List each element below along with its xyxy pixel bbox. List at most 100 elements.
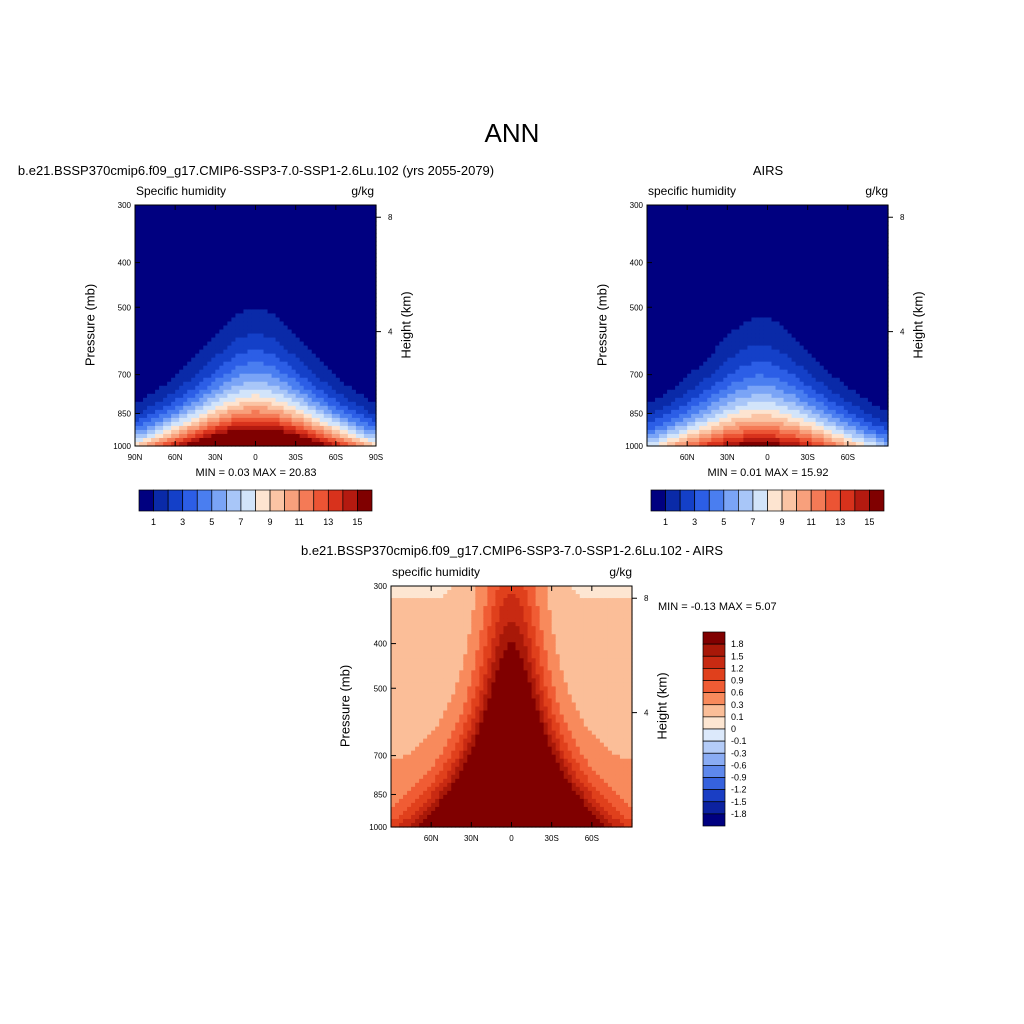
panel-2-colorbar-box [810, 489, 827, 512]
panel-3-colorbar-box [702, 752, 726, 766]
panel-2-xtick-label: 30N [720, 453, 735, 462]
panel-3-units-label: g/kg [609, 565, 632, 579]
panel-1-colorbar-box [138, 489, 154, 512]
panel-3-colorbar-box [702, 801, 726, 815]
panel-3-colorbar-label: -1.8 [731, 809, 747, 819]
panel-2-colorbar-label: 15 [864, 517, 874, 527]
panel-3-colorbar-box [702, 813, 726, 827]
panel-3-xtick-label: 60S [585, 834, 599, 843]
panel-2-colorbar-box [650, 489, 666, 512]
panel-3-colorbar-box [702, 668, 726, 681]
panel-1-colorbar-label: 11 [295, 517, 304, 527]
panel-3-ytick-label: 400 [374, 640, 388, 649]
panel-2-xtick-label: 0 [765, 453, 770, 462]
panel-1-xtick-label: 30S [289, 453, 303, 462]
panel-2-ytick-label: 500 [630, 303, 644, 312]
panel-1-colorbar-label: 3 [180, 517, 185, 527]
panel-1-ytick-label: 850 [118, 409, 132, 418]
panel-2-height-tick-label: 8 [900, 213, 905, 222]
panel-2-colorbar-box [723, 489, 739, 512]
panel-2-height-tick-label: 4 [900, 328, 905, 337]
panel-2-colorbar-label: 11 [807, 517, 816, 527]
panel-1-colorbar-box [342, 489, 358, 512]
panel-1-ytick-label: 300 [118, 201, 132, 210]
panel-1-colorbar-box [269, 489, 285, 512]
panel-3-colorbar-label: 1.2 [731, 663, 744, 673]
panel-2-colorbar-box [839, 489, 856, 512]
panel-1-xtick-label: 60S [329, 453, 343, 462]
panel-2-colorbar-label: 5 [721, 517, 726, 527]
panel-1-colorbar-box [298, 489, 315, 512]
panel-1-colorbar-box [357, 489, 373, 512]
panel-3-height-tick-label: 8 [644, 594, 649, 603]
panel-3-colorbar-label: -0.1 [731, 736, 747, 746]
panel-3-colorbar-label: -1.2 [731, 785, 747, 795]
panel-3-colorbar-label: 0.9 [731, 676, 744, 686]
panel-2-colorbar-label: 9 [780, 517, 785, 527]
panel-1-ytick-label: 1000 [113, 442, 131, 451]
panel-3-xtick-label: 60N [424, 834, 439, 843]
panel-1-colorbar-label: 7 [238, 517, 243, 527]
panel-3-colorbar-box [702, 728, 726, 742]
panel-1-colorbar-label: 1 [151, 517, 156, 527]
panel-1-title: b.e21.BSSP370cmip6.f09_g17.CMIP6-SSP3-7.… [17, 163, 495, 178]
panel-1-colorbar-box [153, 489, 169, 512]
panel-2-colorbar-label: 13 [835, 517, 845, 527]
panel-2-ytick-label: 1000 [625, 442, 643, 451]
panel-1-colorbar-box [226, 489, 242, 512]
panel-3-colorbar-box [702, 692, 726, 706]
panel-3-colorbar-label: 0.6 [731, 688, 744, 698]
panel-1-colorbar-box [167, 489, 184, 512]
panel-2-colorbar-box [738, 489, 754, 512]
panel-1-xtick-label: 30N [208, 453, 223, 462]
panel-3-height-tick-label: 4 [644, 709, 649, 718]
panel-3-colorbar-label: 0.1 [731, 712, 744, 722]
panel-1-colorbar-box [327, 489, 344, 512]
panel-1-xtick-label: 60N [168, 453, 183, 462]
panel-3-colorbar-box [702, 777, 726, 790]
panel-1-colorbar-label: 13 [323, 517, 333, 527]
panel-1-xtick-label: 90N [128, 453, 143, 462]
panel-3-colorbar-box [702, 655, 726, 669]
panel-2-ytick-label: 700 [630, 371, 644, 380]
panel-3-xtick-label: 30S [545, 834, 559, 843]
panel-3-ytick-label: 850 [374, 790, 388, 799]
panel-2-colorbar-box [781, 489, 797, 512]
panel-1-colorbar-box [196, 489, 213, 512]
panel-3-ytick-label: 1000 [369, 823, 387, 832]
panel-3-colorbar-label: -1.5 [731, 797, 747, 807]
panel-2-xtick-label: 30S [801, 453, 815, 462]
panel-3-colorbar-box [702, 680, 726, 693]
panel-3-colorbar-box [702, 740, 726, 754]
panel-3-xtick-label: 30N [464, 834, 479, 843]
panel-1-colorbar-label: 5 [209, 517, 214, 527]
panel-2-colorbar-box [665, 489, 681, 512]
panel-2-ytick-label: 850 [630, 409, 644, 418]
panel-2-colorbar-label: 1 [663, 517, 668, 527]
panel-1-colorbar-box [211, 489, 227, 512]
panel-3-colorbar-label: -0.6 [731, 760, 747, 770]
panel-2-colorbar-label: 3 [692, 517, 697, 527]
figure-title: ANN [484, 118, 540, 148]
panel-1-colorbar-box [182, 489, 198, 512]
panel-3-colorbar-box [702, 716, 726, 730]
panel-3-colorbar-box [702, 643, 726, 657]
panel-1-colorbar-box [255, 489, 271, 512]
panel-3-ytick-label: 500 [374, 684, 388, 693]
panel-2-colorbar-box [694, 489, 710, 512]
panel-2-colorbar-box [796, 489, 812, 512]
panel-1-colorbar-box [313, 489, 329, 512]
panel-1-units-label: g/kg [351, 184, 374, 198]
panel-3-colorbar-box [702, 631, 726, 645]
panel-1-ytick-label: 400 [118, 259, 132, 268]
panel-2-colorbar-box [708, 489, 725, 512]
panel-3-variable-label: specific humidity [392, 565, 481, 579]
panel-1-xtick-label: 90S [369, 453, 383, 462]
panel-2-colorbar-box [854, 489, 870, 512]
panel-1-colorbar-box [284, 489, 300, 512]
panel-3-colorbar-label: 0.3 [731, 700, 744, 710]
panel-3-ytick-label: 300 [374, 582, 388, 591]
panel-1-variable-label: Specific humidity [136, 184, 227, 198]
panel-2-units-label: g/kg [865, 184, 888, 198]
panel-2-min-max: MIN = 0.01 MAX = 15.92 [707, 467, 829, 479]
